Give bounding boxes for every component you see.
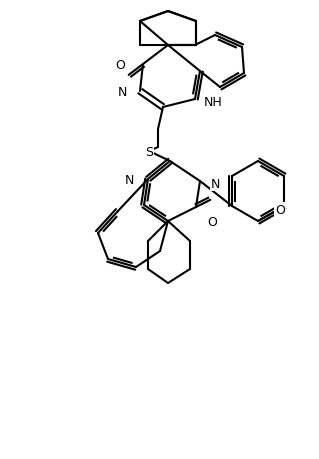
Text: O: O (115, 58, 125, 71)
Text: O: O (275, 203, 285, 216)
Text: N: N (210, 178, 220, 191)
Text: O: O (207, 215, 217, 228)
Text: N: N (117, 85, 127, 98)
Text: S: S (145, 145, 153, 158)
Text: NH: NH (204, 95, 222, 108)
Text: N: N (124, 173, 134, 186)
